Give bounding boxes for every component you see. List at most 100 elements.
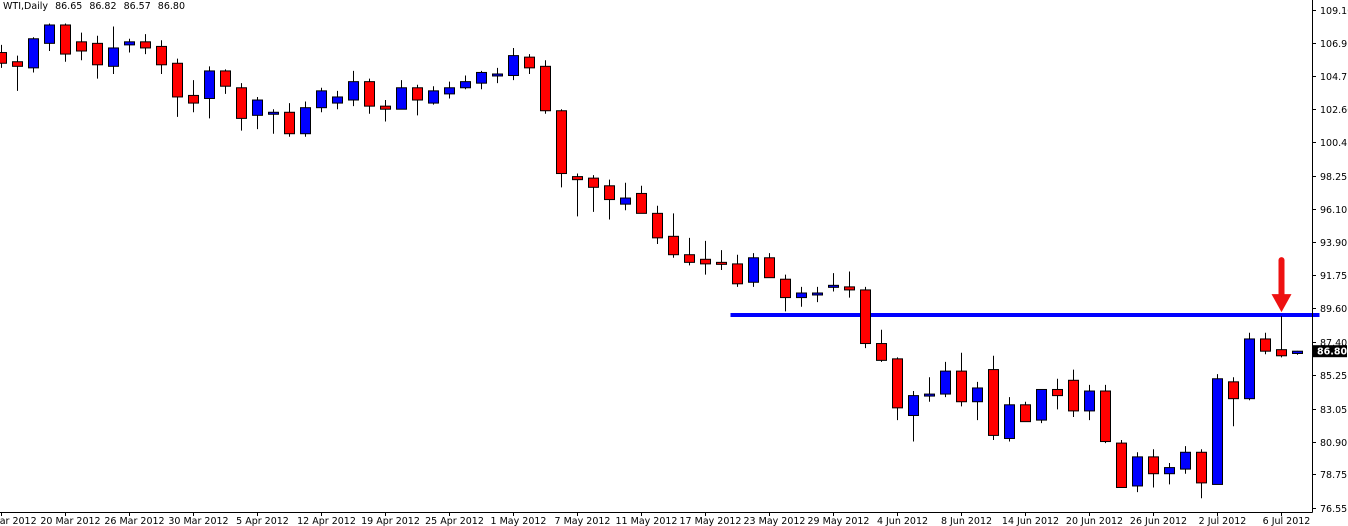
candle-body-bearish bbox=[12, 61, 23, 67]
candle-body-bearish bbox=[1052, 388, 1063, 397]
candle-body-bullish bbox=[1004, 404, 1015, 439]
candle-body-bearish bbox=[1068, 379, 1079, 412]
chart-header: WTI,Daily 86.65 86.82 86.57 86.80 bbox=[3, 1, 189, 12]
candle bbox=[268, 109, 279, 134]
candle-body-bearish bbox=[220, 70, 231, 87]
candle bbox=[1164, 462, 1175, 485]
candle-body-bullish bbox=[108, 47, 119, 67]
candle-body-bearish bbox=[156, 45, 167, 66]
candle bbox=[780, 274, 791, 312]
candle-body-bearish bbox=[60, 24, 71, 55]
candle-body-bearish bbox=[604, 185, 615, 201]
y-tick-label: 89.60 bbox=[1320, 304, 1347, 315]
arrow-head bbox=[1271, 294, 1292, 313]
candle bbox=[0, 44, 7, 68]
candle bbox=[844, 271, 855, 298]
candle-body-bearish bbox=[172, 62, 183, 98]
candle bbox=[1084, 384, 1095, 421]
symbol-timeframe: WTI,Daily bbox=[3, 1, 49, 12]
candle bbox=[1052, 378, 1063, 410]
candle-body-bearish bbox=[892, 358, 903, 409]
candle-body-bearish bbox=[140, 41, 151, 49]
candle bbox=[140, 34, 151, 55]
candle bbox=[76, 32, 87, 61]
candle-body-bullish bbox=[972, 387, 983, 403]
candle-body-bullish bbox=[748, 257, 759, 283]
candle-body-bearish bbox=[1100, 390, 1111, 443]
candle bbox=[956, 352, 967, 407]
x-tick-label: 1 May 2012 bbox=[491, 516, 547, 526]
candle bbox=[1148, 449, 1159, 488]
candle-body-bearish bbox=[1020, 404, 1031, 423]
y-tick-label: 96.10 bbox=[1320, 205, 1347, 216]
candle bbox=[1228, 377, 1239, 427]
candle-body-bullish bbox=[1132, 456, 1143, 487]
candle-body-bearish bbox=[716, 261, 727, 265]
candle bbox=[556, 109, 567, 188]
x-tick-label: 6 Jul 2012 bbox=[1263, 516, 1311, 526]
candle-body-bullish bbox=[492, 73, 503, 77]
x-tick-label: 30 Mar 2012 bbox=[168, 516, 228, 526]
candle bbox=[1196, 449, 1207, 499]
candle bbox=[108, 26, 119, 74]
candle bbox=[348, 70, 359, 107]
x-tick-label: 20 Mar 2012 bbox=[40, 516, 100, 526]
candle-body-bullish bbox=[28, 38, 39, 69]
candle bbox=[364, 78, 375, 114]
candle bbox=[508, 47, 519, 81]
candle-body-bearish bbox=[844, 286, 855, 291]
x-tick-label: 11 May 2012 bbox=[616, 516, 678, 526]
candle bbox=[172, 58, 183, 117]
candle bbox=[332, 90, 343, 110]
y-tick-label: 102.60 bbox=[1320, 105, 1348, 116]
candle bbox=[1036, 388, 1047, 424]
x-tick-label: 12 Apr 2012 bbox=[297, 516, 356, 526]
candle bbox=[972, 381, 983, 421]
candle-body-bullish bbox=[620, 197, 631, 205]
candle-body-bullish bbox=[908, 395, 919, 417]
x-tick-label: 25 Apr 2012 bbox=[425, 516, 484, 526]
candle bbox=[700, 240, 711, 275]
candle bbox=[1020, 401, 1031, 423]
candle-body-bullish bbox=[1164, 467, 1175, 475]
candle-body-bullish bbox=[316, 90, 327, 109]
candle bbox=[796, 286, 807, 307]
candle-body-bullish bbox=[1180, 451, 1191, 470]
candle-body-bullish bbox=[1036, 388, 1047, 421]
candle-body-bullish bbox=[508, 55, 519, 77]
candle-body-bullish bbox=[1292, 350, 1303, 354]
x-tick-label: 20 Jun 2012 bbox=[1066, 516, 1123, 526]
candle bbox=[620, 182, 631, 211]
candles-layer bbox=[0, 23, 1303, 499]
candle-body-bullish bbox=[476, 71, 487, 84]
candle-body-bullish bbox=[460, 81, 471, 89]
candle-body-bullish bbox=[828, 284, 839, 288]
x-tick-label: 26 Jun 2012 bbox=[1130, 516, 1187, 526]
candle-body-bearish bbox=[764, 257, 775, 279]
candle-body-bearish bbox=[684, 254, 695, 263]
candle-body-bullish bbox=[428, 90, 439, 104]
current-price-label: 86.80 bbox=[1317, 347, 1347, 358]
candle bbox=[316, 87, 327, 113]
candle-body-bullish bbox=[796, 292, 807, 299]
candle bbox=[204, 66, 215, 119]
candle-body-bearish bbox=[780, 278, 791, 299]
candle-body-bearish bbox=[876, 343, 887, 361]
candle-body-bullish bbox=[1244, 338, 1255, 400]
candle bbox=[1068, 369, 1079, 418]
candle bbox=[940, 361, 951, 398]
candle-body-bearish bbox=[700, 258, 711, 265]
candle bbox=[988, 355, 999, 441]
candle bbox=[188, 80, 199, 113]
candle bbox=[300, 101, 311, 137]
candle bbox=[732, 254, 743, 287]
x-tick-label: 14 Jun 2012 bbox=[1002, 516, 1059, 526]
candle-body-bearish bbox=[1148, 456, 1159, 475]
candle-body-bearish bbox=[588, 177, 599, 188]
candle bbox=[860, 286, 871, 349]
candle-body-bearish bbox=[636, 192, 647, 214]
candle bbox=[428, 86, 439, 105]
candle-body-bearish bbox=[556, 110, 567, 175]
